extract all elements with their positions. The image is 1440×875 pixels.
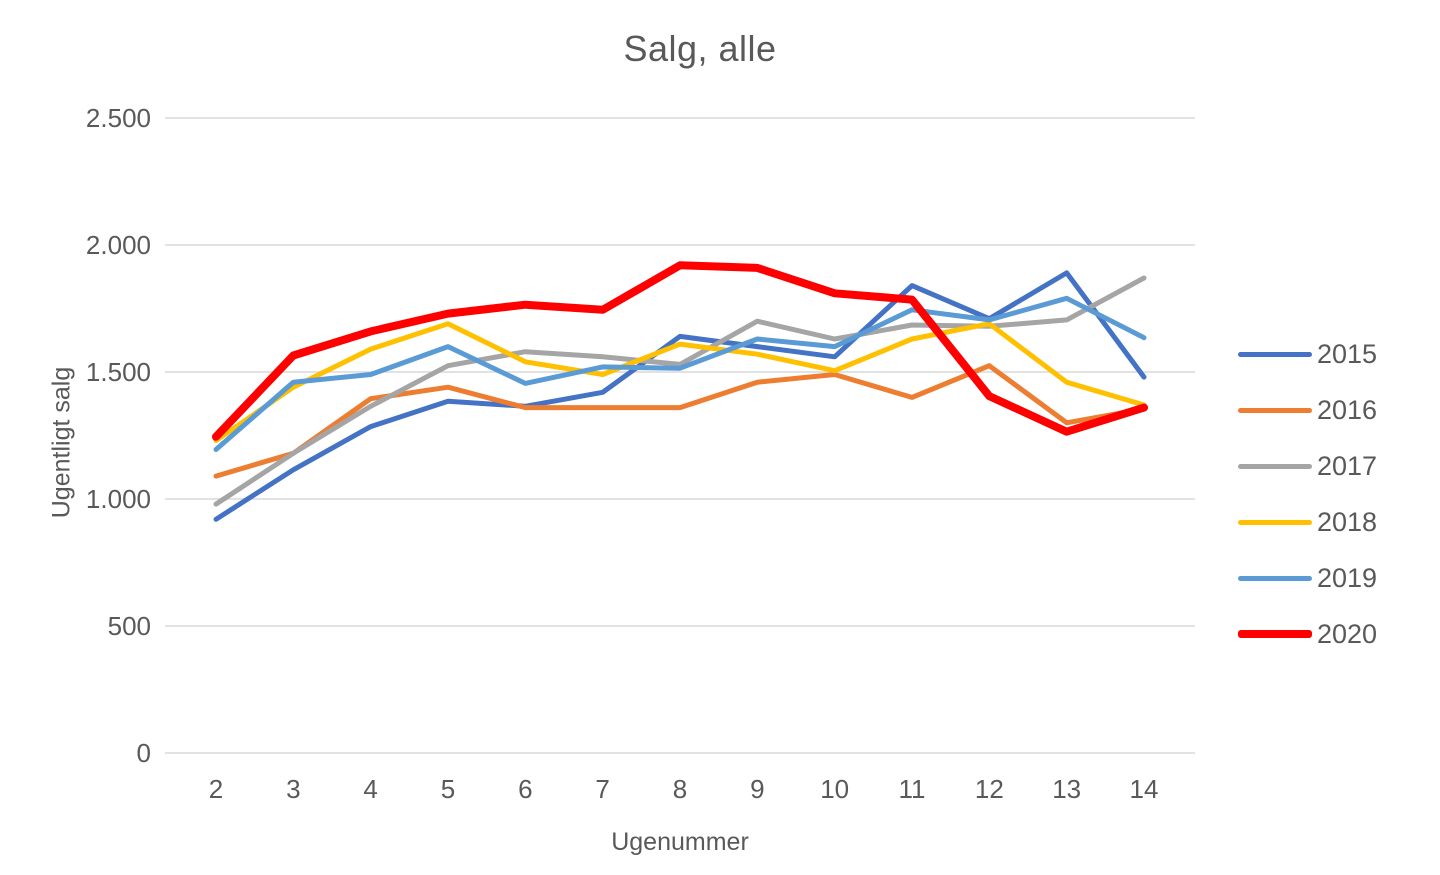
legend-item-2019: 2019 (1238, 550, 1377, 606)
x-tick-label-4: 4 (363, 774, 377, 804)
x-tick-label-14: 14 (1130, 774, 1159, 804)
series-line-2018 (213, 321, 1147, 444)
legend-swatch-2016 (1238, 407, 1312, 413)
x-tick-label-3: 3 (286, 774, 300, 804)
legend-label-2016: 2016 (1317, 394, 1378, 425)
x-tick-label-5: 5 (441, 774, 455, 804)
y-tick-label-0: 0 (137, 738, 151, 768)
series-line-2020 (212, 261, 1148, 441)
legend: 2015 2016 2017 2018 2019 2020 (1238, 326, 1377, 662)
y-tick-label-1500: 1.500 (86, 357, 151, 387)
x-tick-label-13: 13 (1052, 774, 1081, 804)
legend-label-2019: 2019 (1317, 562, 1378, 593)
legend-item-2017: 2017 (1238, 438, 1377, 494)
legend-item-2020: 2020 (1238, 606, 1377, 662)
legend-swatch-2018 (1238, 519, 1312, 525)
legend-label-2020: 2020 (1317, 618, 1378, 649)
x-tick-label-10: 10 (820, 774, 849, 804)
x-axis-title: Ugenummer (611, 828, 749, 856)
x-tick-label-9: 9 (750, 774, 764, 804)
y-tick-label-500: 500 (108, 611, 151, 641)
legend-item-2018: 2018 (1238, 494, 1377, 550)
x-tick-label-6: 6 (518, 774, 532, 804)
x-tick-label-2: 2 (209, 774, 223, 804)
legend-item-2016: 2016 (1238, 382, 1377, 438)
legend-label-2015: 2015 (1317, 338, 1378, 369)
legend-swatch-2017 (1238, 463, 1312, 469)
legend-swatch-2015 (1238, 351, 1312, 357)
series-line-2019 (213, 295, 1147, 452)
x-tick-label-8: 8 (673, 774, 687, 804)
y-tick-label-1000: 1.000 (86, 484, 151, 514)
y-tick-label-2000: 2.000 (86, 230, 151, 260)
legend-label-2017: 2017 (1317, 450, 1378, 481)
legend-swatch-2020 (1238, 630, 1312, 638)
y-tick-label-2500: 2.500 (86, 103, 151, 133)
series-line-2015 (213, 270, 1147, 522)
legend-item-2015: 2015 (1238, 326, 1377, 382)
chart-title: Salg, alle (623, 28, 777, 69)
legend-swatch-2019 (1238, 575, 1312, 581)
x-tick-label-12: 12 (975, 774, 1004, 804)
x-tick-label-7: 7 (595, 774, 609, 804)
series-line-2016 (213, 363, 1147, 479)
legend-label-2018: 2018 (1317, 506, 1378, 537)
y-axis-title: Ugentligt salg (47, 366, 76, 519)
x-tick-label-11: 11 (899, 774, 926, 804)
